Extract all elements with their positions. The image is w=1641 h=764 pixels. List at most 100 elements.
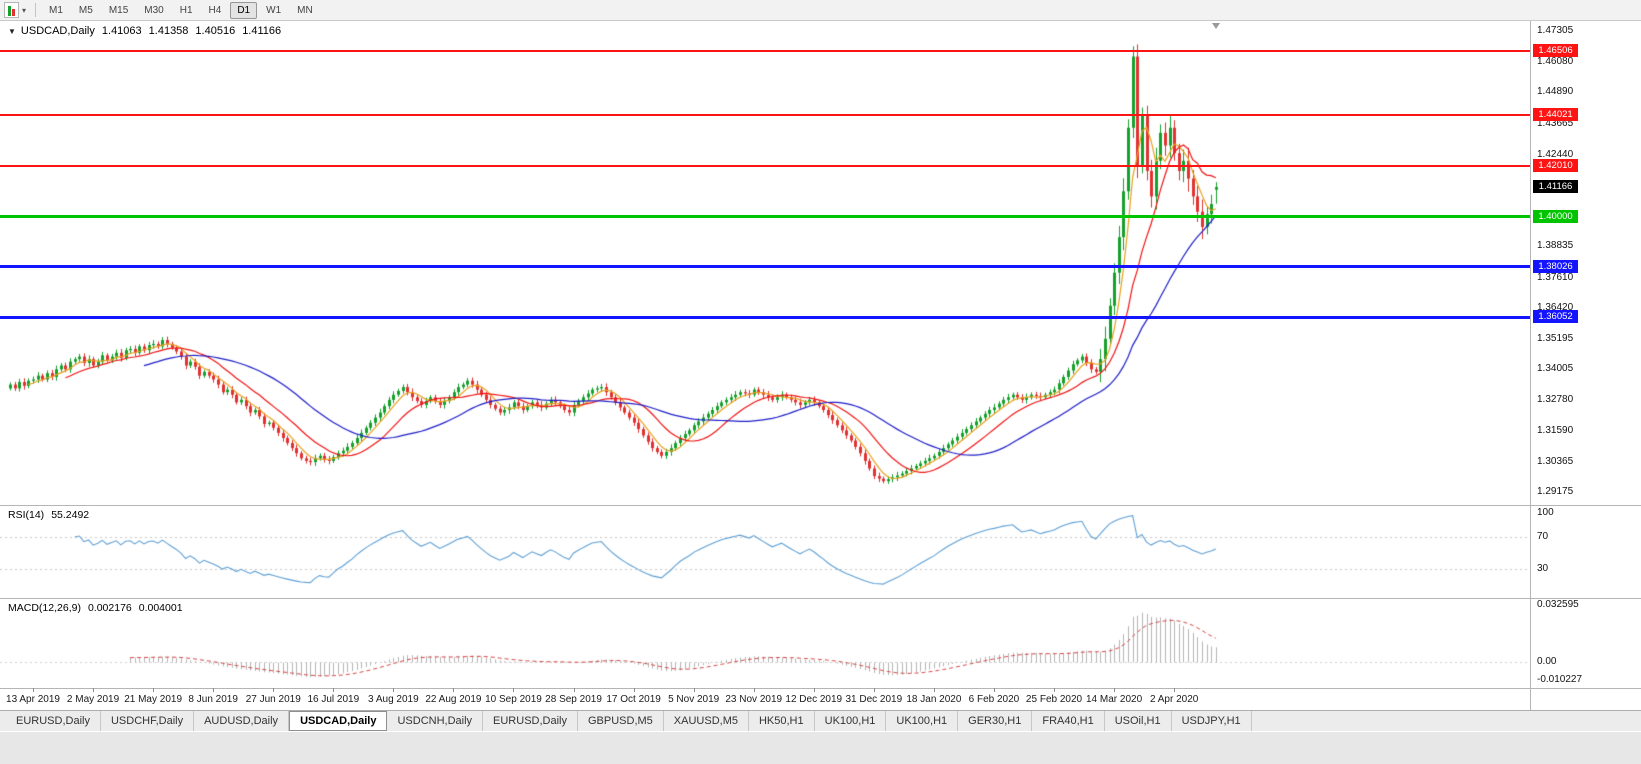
macd-level-label: 0.00 <box>1537 656 1557 667</box>
date-axis-label: 14 Mar 2020 <box>1086 694 1143 705</box>
date-axis-tick <box>994 688 995 692</box>
date-axis-tick <box>93 688 94 692</box>
quote-low: 1.40516 <box>195 25 236 37</box>
timeframe-button-h4[interactable]: H4 <box>208 4 222 16</box>
date-axis-label: 8 Jun 2019 <box>188 694 238 705</box>
price-axis-tick: 1.37610 <box>1537 271 1574 283</box>
date-axis-tick <box>634 688 635 692</box>
date-axis-tick <box>694 688 695 692</box>
chart-tab-hk50-h1[interactable]: HK50,H1 <box>749 711 815 731</box>
timeframe-button-d1[interactable]: D1 <box>230 1 258 19</box>
chart-tab-usdcad-daily[interactable]: USDCAD,Daily <box>289 711 388 731</box>
price-line-round-level[interactable] <box>0 215 1530 218</box>
price-line-badge-support-1: 1.38026 <box>1533 260 1578 273</box>
chart-tab-gbpusd-m5[interactable]: GBPUSD,M5 <box>578 711 664 731</box>
date-axis-label: 10 Sep 2019 <box>485 694 542 705</box>
date-axis-label: 28 Sep 2019 <box>545 694 602 705</box>
date-axis-tick <box>874 688 875 692</box>
chart-tab-uk100-h1[interactable]: UK100,H1 <box>815 711 887 731</box>
timeframe-button-w1[interactable]: W1 <box>266 4 282 16</box>
date-axis-label: 6 Feb 2020 <box>968 694 1020 705</box>
price-axis-tick: 1.36420 <box>1537 301 1574 313</box>
quote-high: 1.41358 <box>148 25 189 37</box>
date-axis-label: 2 May 2019 <box>66 694 120 705</box>
date-axis-label: 12 Dec 2019 <box>785 694 843 705</box>
date-axis-tick <box>574 688 575 692</box>
price-line-resistance-3[interactable] <box>0 165 1530 167</box>
date-axis-tick <box>273 688 274 692</box>
price-line-badge-resistance-1: 1.46506 <box>1533 44 1578 57</box>
macd-value: 0.002176 <box>87 602 132 614</box>
collapse-icon[interactable]: ▼ <box>8 27 16 36</box>
quote-open: 1.41063 <box>101 25 142 37</box>
rsi-value: 55.2492 <box>51 509 90 521</box>
chart-tab-usdjpy-h1[interactable]: USDJPY,H1 <box>1172 711 1252 731</box>
bottom-area <box>0 732 1641 764</box>
date-axis-tick <box>393 688 394 692</box>
price-axis-tick: 1.31590 <box>1537 424 1574 436</box>
price-line-support-1[interactable] <box>0 265 1530 268</box>
date-axis-label: 3 Aug 2019 <box>368 694 419 705</box>
date-axis-tick <box>213 688 214 692</box>
bid-price-badge: 1.41166 <box>1533 180 1578 193</box>
chart-tab-xauusd-m5[interactable]: XAUUSD,M5 <box>664 711 749 731</box>
price-line-resistance-2[interactable] <box>0 114 1530 116</box>
date-axis-label: 5 Nov 2019 <box>668 694 720 705</box>
date-axis-tick <box>513 688 514 692</box>
price-axis-tick: 1.38835 <box>1537 240 1574 252</box>
chart-tab-uk100-h1[interactable]: UK100,H1 <box>886 711 959 731</box>
chart-title: ▼ USDCAD,Daily 1.41063 1.41358 1.40516 1.4116… <box>8 25 281 37</box>
timeframe-button-m5[interactable]: M5 <box>78 4 93 16</box>
timeframe-buttons-group: M1 M5 M15 M30 H1 H4 D1 W1 MN <box>41 1 321 19</box>
price-axis-tick: 1.46080 <box>1537 56 1574 68</box>
date-axis-label: 13 Apr 2019 <box>6 694 60 705</box>
rsi-level-label: 100 <box>1537 507 1554 518</box>
date-axis-tick <box>934 688 935 692</box>
price-axis-tick: 1.35195 <box>1537 332 1574 344</box>
chart-tab-fra40-h1[interactable]: FRA40,H1 <box>1032 711 1105 731</box>
price-axis-tick: 1.29175 <box>1537 486 1574 497</box>
macd-panel-divider[interactable] <box>0 598 1641 599</box>
price-axis-tick: 1.42440 <box>1537 148 1574 160</box>
chart-tab-usdchf-daily[interactable]: USDCHF,Daily <box>101 711 195 731</box>
main-chart-canvas[interactable] <box>0 21 1641 505</box>
timeframe-button-mn[interactable]: MN <box>297 4 313 16</box>
chevron-down-icon[interactable]: ▾ <box>22 5 27 15</box>
price-line-support-2[interactable] <box>0 316 1530 319</box>
chart-tab-ger30-h1[interactable]: GER30,H1 <box>958 711 1033 731</box>
price-axis-tick: 1.32780 <box>1537 394 1574 406</box>
chart-shift-marker[interactable] <box>1212 23 1220 29</box>
chart-type-icon[interactable] <box>4 2 19 18</box>
chart-tab-eurusd-daily[interactable]: EURUSD,Daily <box>6 711 101 731</box>
chart-tab-audusd-daily[interactable]: AUDUSD,Daily <box>194 711 290 731</box>
price-line-badge-resistance-2: 1.44021 <box>1533 108 1578 121</box>
chart-tab-usdcnh-daily[interactable]: USDCNH,Daily <box>387 711 484 731</box>
price-axis-tick: 1.47305 <box>1537 25 1574 36</box>
date-axis-label: 31 Dec 2019 <box>845 694 903 705</box>
rsi-name: RSI(14) <box>8 509 45 521</box>
chart-tab-eurusd-daily[interactable]: EURUSD,Daily <box>483 711 578 731</box>
price-axis-tick: 1.34005 <box>1537 363 1574 375</box>
rsi-panel-divider[interactable] <box>0 505 1641 506</box>
date-axis-label: 27 Jun 2019 <box>245 694 301 705</box>
date-axis-tick <box>754 688 755 692</box>
date-axis-tick <box>153 688 154 692</box>
chart-tab-usoil-h1[interactable]: USOil,H1 <box>1105 711 1172 731</box>
macd-panel-canvas[interactable] <box>0 598 1641 688</box>
date-axis-label: 21 May 2019 <box>124 694 183 705</box>
timeframe-button-m15[interactable]: M15 <box>108 4 129 16</box>
price-line-badge-round-level: 1.40000 <box>1533 210 1578 223</box>
candle-up-glyph <box>8 6 11 16</box>
timeframe-button-h1[interactable]: H1 <box>179 4 193 16</box>
timeframe-button-m1[interactable]: M1 <box>49 4 63 16</box>
rsi-indicator-label: RSI(14) 55.2492 <box>8 509 89 521</box>
timeframe-button-m30[interactable]: M30 <box>144 4 164 16</box>
price-line-badge-resistance-3: 1.42010 <box>1533 159 1578 172</box>
price-axis-tick: 1.44890 <box>1537 86 1574 98</box>
date-axis-tick <box>333 688 334 692</box>
rsi-panel-canvas[interactable] <box>0 505 1641 598</box>
price-line-resistance-1[interactable] <box>0 50 1530 52</box>
macd-level-label: 0.032595 <box>1537 599 1579 610</box>
quote-close: 1.41166 <box>242 25 282 37</box>
macd-level-label: -0.010227 <box>1537 673 1583 685</box>
